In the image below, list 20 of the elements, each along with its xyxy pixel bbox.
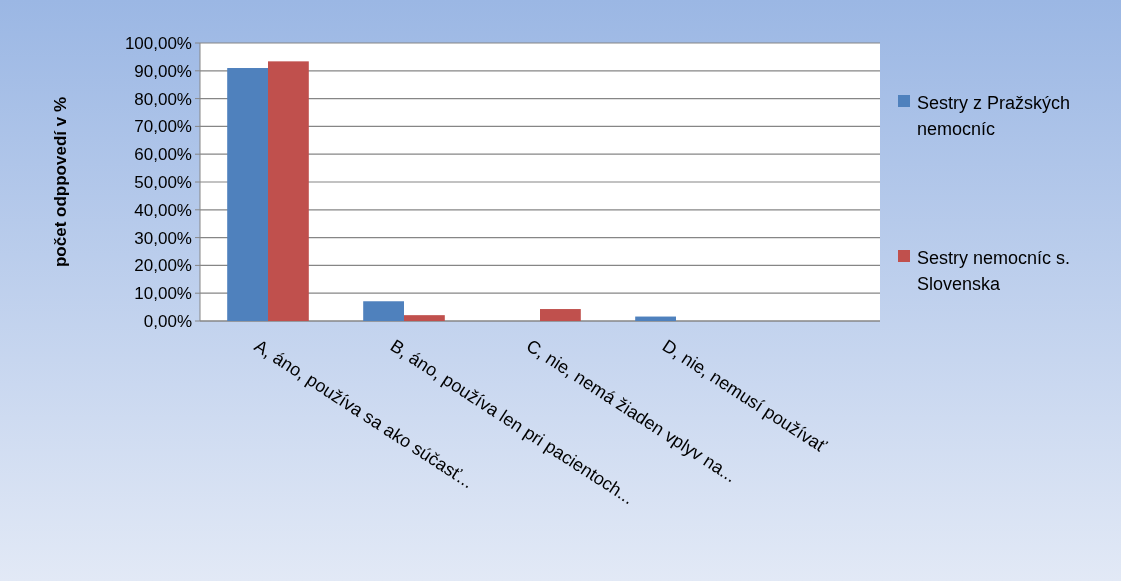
- bar: [635, 316, 676, 321]
- y-tick-label: 90,00%: [134, 61, 192, 81]
- y-tick-label: 80,00%: [134, 89, 192, 109]
- bar: [227, 68, 268, 321]
- y-axis-title: počet odppovedí v %: [51, 96, 70, 268]
- bar: [540, 309, 581, 321]
- y-tick-label: 50,00%: [134, 172, 192, 192]
- legend-label: Sestry nemocníc s. Slovenska: [917, 248, 1071, 295]
- y-tick-label: 30,00%: [134, 228, 192, 248]
- y-tick-label: 60,00%: [134, 145, 192, 165]
- bar: [363, 301, 404, 321]
- y-tick-label: 40,00%: [134, 200, 192, 220]
- bar: [268, 61, 309, 321]
- y-tick-label: 20,00%: [134, 256, 192, 276]
- bar: [404, 315, 445, 321]
- y-tick-label: 0,00%: [143, 311, 192, 331]
- legend-label: Sestry z Pražských nemocníc: [917, 93, 1071, 140]
- y-tick-label: 70,00%: [134, 117, 192, 137]
- y-tick-label: 100,00%: [124, 33, 192, 53]
- y-tick-label: 10,00%: [134, 284, 192, 304]
